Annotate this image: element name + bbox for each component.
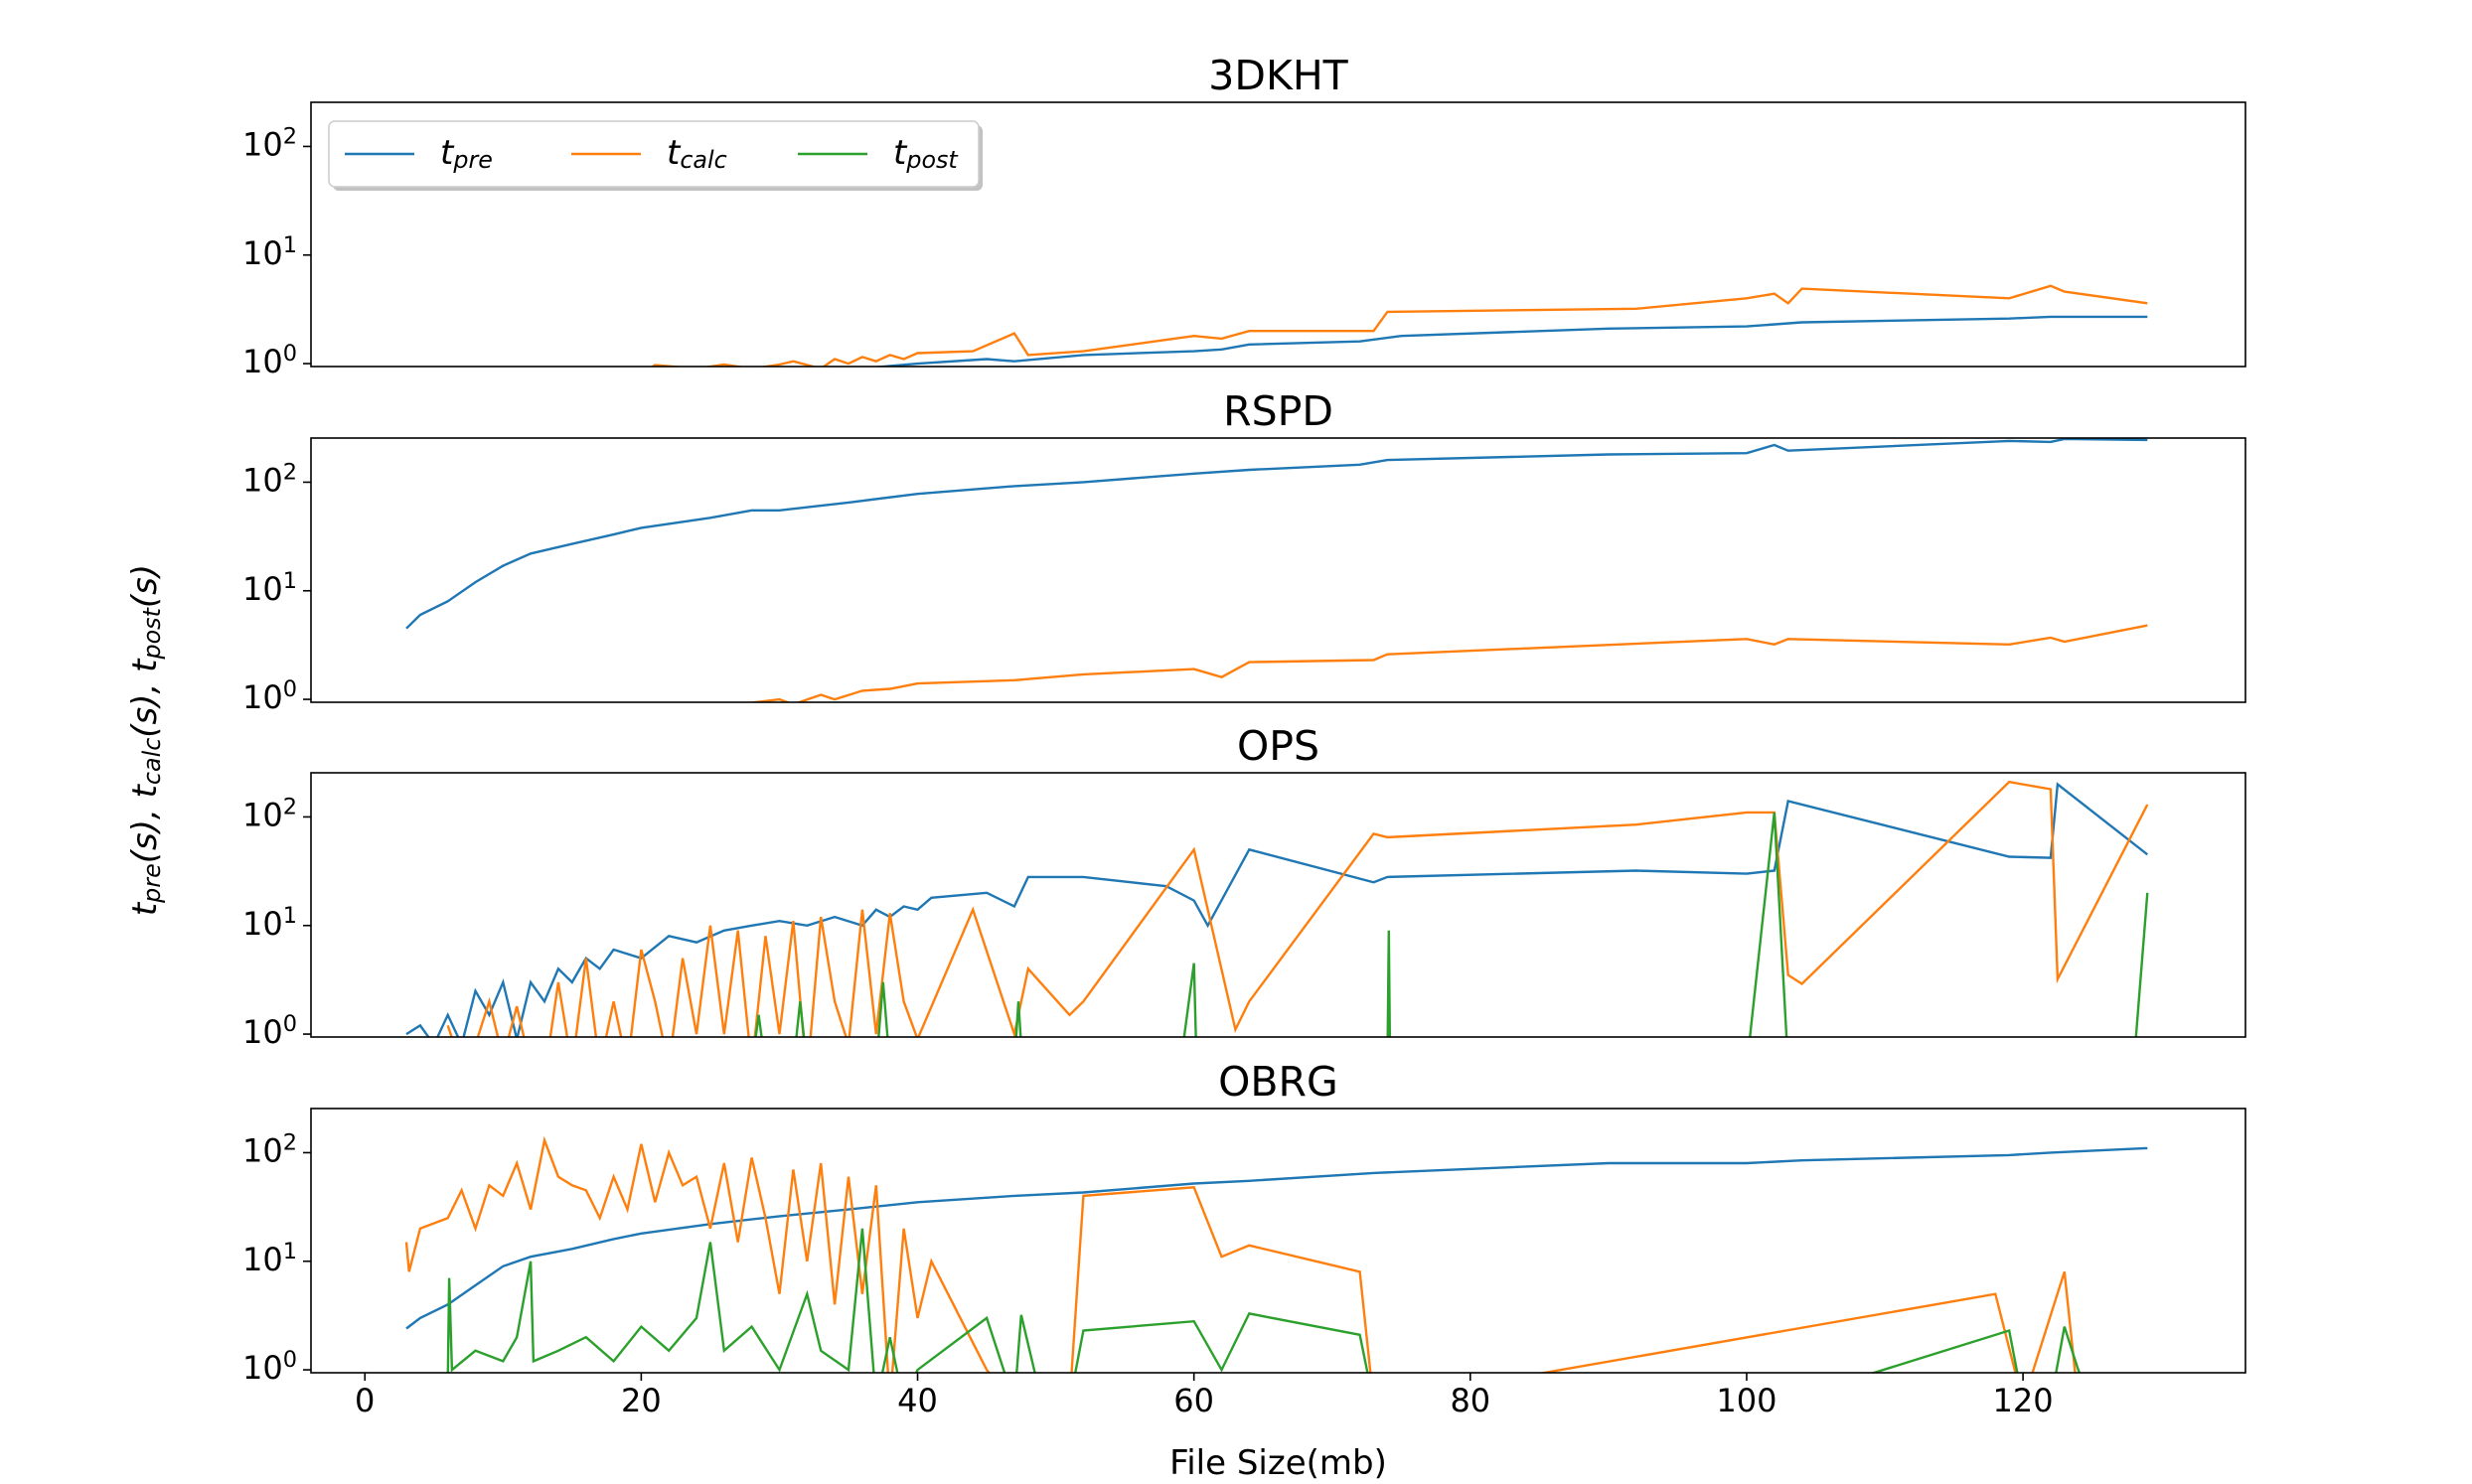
series-line [446, 1228, 2082, 1373]
series-line [754, 812, 2149, 1037]
x-tick-label: 20 [621, 1382, 662, 1419]
x-tick-label: 60 [1173, 1382, 1214, 1419]
series-line [404, 1135, 2077, 1373]
chart-title: RSPD [1223, 387, 1333, 435]
series-line [405, 1146, 2148, 1330]
y-tick-label: 100 [242, 341, 297, 380]
y-tick-label: 101 [242, 1238, 297, 1277]
series-line [446, 780, 2149, 1037]
y-tick-label: 101 [242, 231, 297, 271]
x-tick-label: 80 [1450, 1382, 1490, 1419]
y-tick-label: 102 [242, 1129, 297, 1169]
legend-box [328, 120, 980, 188]
y-axis-label: tpre(s), tcalc(s), tpost(s) [125, 564, 166, 916]
y-tick-label: 102 [242, 459, 297, 499]
series-line [870, 315, 2148, 367]
y-tick-label: 102 [242, 123, 297, 163]
plot-frame [310, 101, 2246, 368]
y-tick-label: 101 [242, 567, 297, 607]
chart-title: OBRG [1218, 1058, 1338, 1106]
plot-frame [310, 437, 2246, 703]
legend-label: tpre [440, 133, 493, 174]
y-tick-label: 100 [242, 676, 297, 716]
series-line [745, 624, 2148, 702]
series-line [405, 782, 2149, 1037]
x-tick-label: 0 [355, 1382, 375, 1419]
plot-frame [310, 772, 2246, 1038]
series-line [650, 284, 2148, 367]
x-tick-label: 40 [897, 1382, 938, 1419]
legend-label: tpost [893, 133, 959, 174]
y-tick-label: 100 [242, 1347, 297, 1387]
chart-title: OPS [1237, 722, 1319, 770]
x-tick-label: 120 [1993, 1382, 2054, 1419]
x-axis-label: File Size(mb) [1169, 1443, 1387, 1483]
y-tick-label: 100 [242, 1011, 297, 1051]
x-tick-label: 100 [1716, 1382, 1777, 1419]
series-line [405, 438, 2148, 630]
y-tick-label: 102 [242, 794, 297, 833]
chart-title: 3DKHT [1208, 52, 1348, 99]
legend-label: tcalc [667, 133, 727, 174]
plot-frame [310, 1108, 2246, 1374]
y-tick-label: 101 [242, 902, 297, 942]
